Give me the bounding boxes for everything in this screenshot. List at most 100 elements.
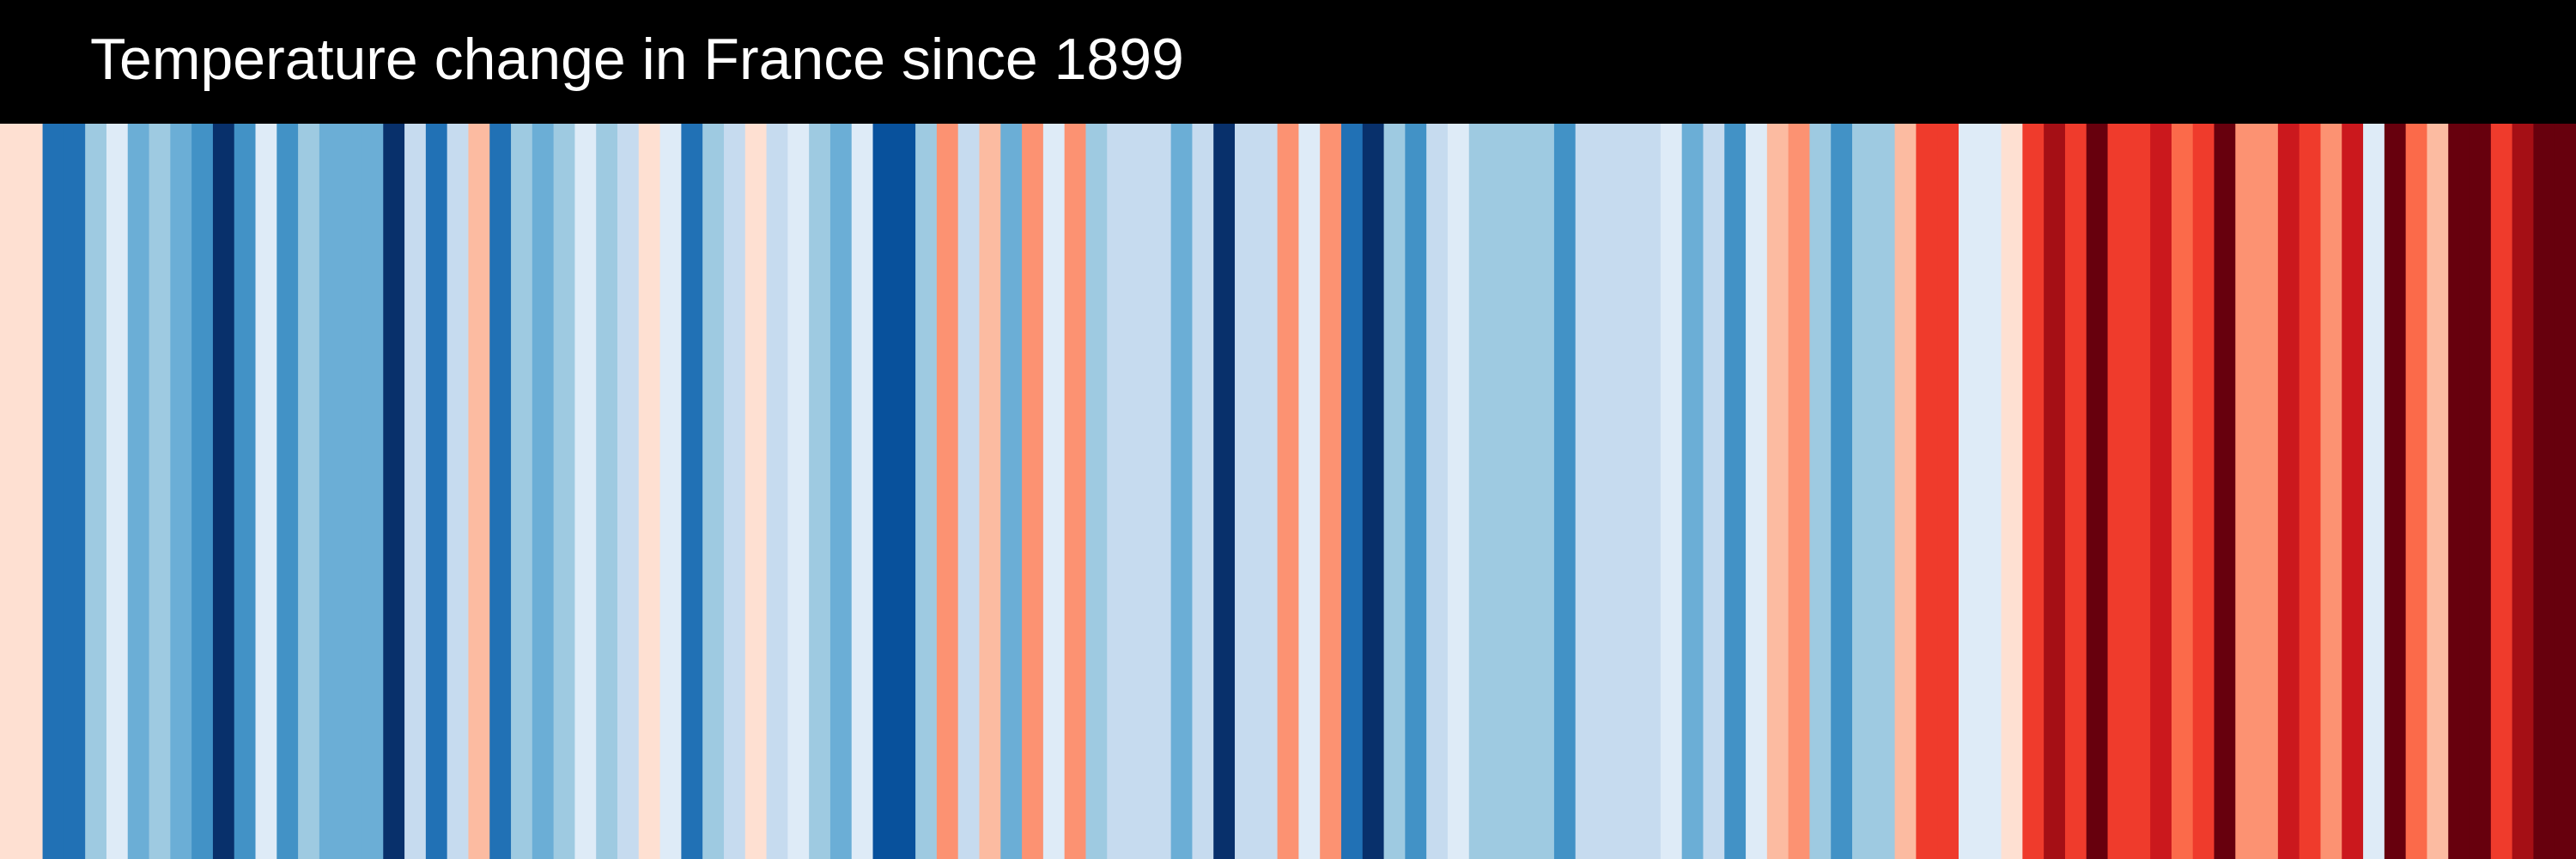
stripe: [936, 124, 959, 859]
stripe: [702, 124, 725, 859]
stripe: [2555, 124, 2576, 859]
stripe: [659, 124, 682, 859]
stripe: [298, 124, 320, 859]
stripe: [361, 124, 384, 859]
stripe: [85, 124, 107, 859]
stripe: [1362, 124, 1385, 859]
stripe: [1660, 124, 1683, 859]
stripe: [1703, 124, 1725, 859]
stripe: [681, 124, 703, 859]
stripe: [1277, 124, 1299, 859]
stripe: [1213, 124, 1236, 859]
stripe: [574, 124, 597, 859]
stripe: [638, 124, 661, 859]
stripe: [2150, 124, 2172, 859]
stripe: [2022, 124, 2044, 859]
stripe: [2320, 124, 2342, 859]
stripe: [1831, 124, 1853, 859]
stripe: [894, 124, 916, 859]
stripes: [0, 124, 2576, 859]
stripe: [2427, 124, 2449, 859]
stripe: [1298, 124, 1321, 859]
stripe: [42, 124, 64, 859]
stripe: [1724, 124, 1747, 859]
stripe: [1383, 124, 1406, 859]
stripe: [1766, 124, 1789, 859]
stripe: [1255, 124, 1279, 859]
stripe: [149, 124, 171, 859]
stripe: [1320, 124, 1342, 859]
stripe: [553, 124, 576, 859]
stripe: [1426, 124, 1449, 859]
stripe: [617, 124, 640, 859]
stripe: [1596, 124, 1619, 859]
stripe: [2448, 124, 2470, 859]
stripe: [1170, 124, 1194, 859]
stripe: [1873, 124, 1896, 859]
stripe: [532, 124, 555, 859]
stripe: [468, 124, 490, 859]
stripe: [1490, 124, 1512, 859]
stripe: [2470, 124, 2492, 859]
stripe: [915, 124, 938, 859]
stripe: [957, 124, 981, 859]
stripe: [1235, 124, 1257, 859]
stripe: [2086, 124, 2109, 859]
stripe: [1894, 124, 1917, 859]
stripe: [2384, 124, 2407, 859]
stripe: [21, 124, 44, 859]
stripe: [2107, 124, 2129, 859]
stripe: [1000, 124, 1023, 859]
stripe: [1149, 124, 1172, 859]
stripe: [212, 124, 235, 859]
stripe: [1192, 124, 1214, 859]
stripe: [829, 124, 853, 859]
stripe: [1340, 124, 1364, 859]
stripe: [170, 124, 192, 859]
stripe: [596, 124, 618, 859]
stripe: [2064, 124, 2087, 859]
stripe: [809, 124, 831, 859]
stripe: [0, 124, 22, 859]
stripe: [1107, 124, 1129, 859]
stripe: [1533, 124, 1555, 859]
stripe: [1405, 124, 1427, 859]
stripe: [1064, 124, 1087, 859]
stripe: [787, 124, 810, 859]
stripe: [1468, 124, 1492, 859]
stripe: [1447, 124, 1470, 859]
stripe: [1852, 124, 1874, 859]
stripe: [276, 124, 299, 859]
stripe: [64, 124, 86, 859]
stripe: [2001, 124, 2023, 859]
stripe: [191, 124, 214, 859]
stripe: [1788, 124, 1811, 859]
stripe: [127, 124, 150, 859]
stripe: [1958, 124, 1981, 859]
stripe: [2299, 124, 2322, 859]
stripe: [723, 124, 746, 859]
stripe: [2214, 124, 2236, 859]
stripe: [2235, 124, 2257, 859]
stripe: [2342, 124, 2364, 859]
stripe: [766, 124, 788, 859]
stripe: [2171, 124, 2194, 859]
chart-title: Temperature change in France since 1899: [90, 27, 1184, 92]
stripe: [1085, 124, 1108, 859]
title-bar: [0, 0, 2576, 124]
stripe: [319, 124, 342, 859]
stripe: [255, 124, 277, 859]
stripe: [2405, 124, 2428, 859]
stripe: [1128, 124, 1151, 859]
stripe: [2363, 124, 2385, 859]
stripe: [2257, 124, 2279, 859]
stripe: [2277, 124, 2300, 859]
stripe: [744, 124, 768, 859]
stripe: [1916, 124, 1938, 859]
stripe: [106, 124, 129, 859]
stripe: [1553, 124, 1577, 859]
stripe: [383, 124, 405, 859]
stripe: [1511, 124, 1534, 859]
stripe: [1639, 124, 1662, 859]
